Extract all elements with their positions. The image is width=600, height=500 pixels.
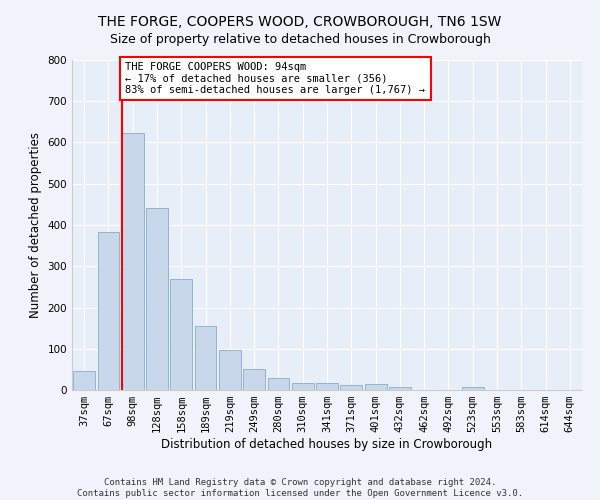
Text: Contains HM Land Registry data © Crown copyright and database right 2024.
Contai: Contains HM Land Registry data © Crown c…	[77, 478, 523, 498]
Bar	[316, 383, 338, 390]
Bar	[73, 372, 95, 390]
Bar	[462, 386, 484, 390]
Bar	[219, 350, 241, 390]
Bar	[292, 382, 314, 390]
Bar	[97, 232, 119, 390]
Text: THE FORGE COOPERS WOOD: 94sqm
← 17% of detached houses are smaller (356)
83% of : THE FORGE COOPERS WOOD: 94sqm ← 17% of d…	[125, 62, 425, 96]
Text: THE FORGE, COOPERS WOOD, CROWBOROUGH, TN6 1SW: THE FORGE, COOPERS WOOD, CROWBOROUGH, TN…	[98, 15, 502, 29]
Bar	[170, 278, 192, 390]
Bar	[194, 326, 217, 390]
Bar	[340, 385, 362, 390]
Y-axis label: Number of detached properties: Number of detached properties	[29, 132, 42, 318]
X-axis label: Distribution of detached houses by size in Crowborough: Distribution of detached houses by size …	[161, 438, 493, 451]
Bar	[243, 368, 265, 390]
Bar	[268, 378, 289, 390]
Bar	[146, 208, 168, 390]
Bar	[122, 133, 143, 390]
Text: Size of property relative to detached houses in Crowborough: Size of property relative to detached ho…	[110, 32, 490, 46]
Bar	[389, 387, 411, 390]
Bar	[365, 384, 386, 390]
